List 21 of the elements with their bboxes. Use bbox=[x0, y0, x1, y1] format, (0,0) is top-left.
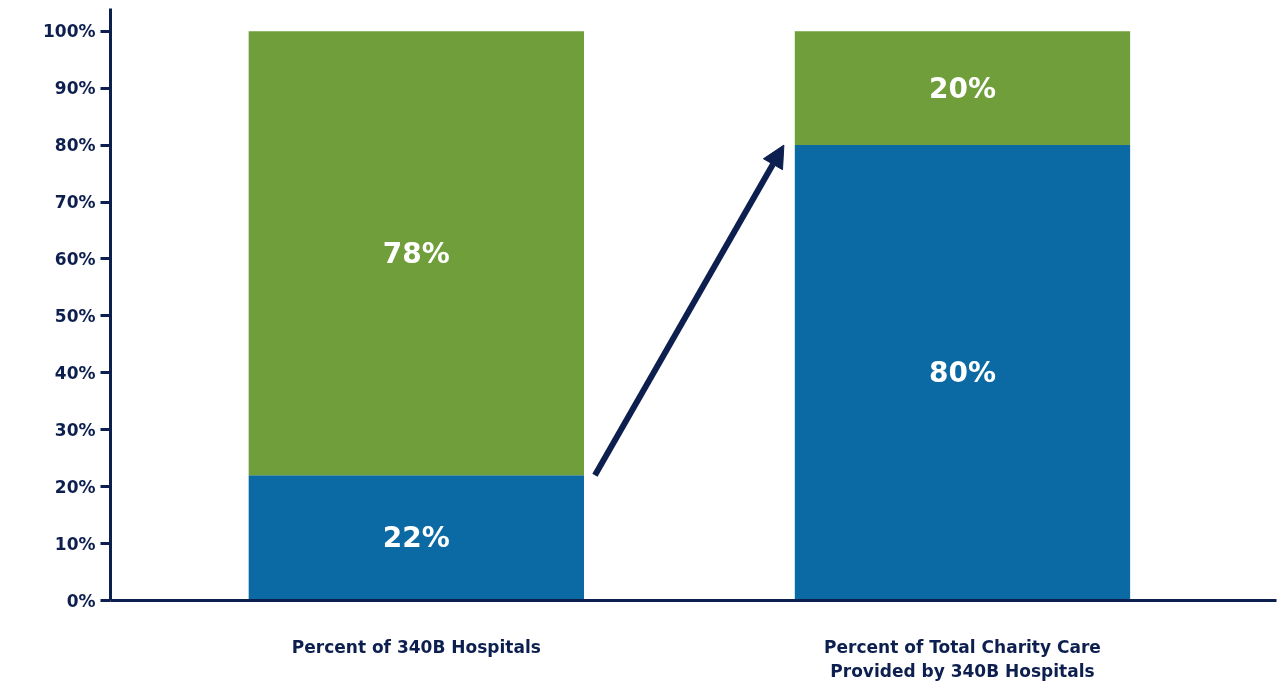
x-tick-label: Percent of Total Charity Care Provided by 340B Hospitals bbox=[824, 636, 1101, 681]
y-tick-label: 50% bbox=[54, 305, 96, 326]
data-label: 78% bbox=[382, 236, 450, 270]
y-tick-label: 20% bbox=[54, 476, 96, 497]
y-tick-label: 70% bbox=[54, 192, 96, 213]
data-label: 80% bbox=[928, 356, 996, 390]
y-tick-label: 80% bbox=[54, 135, 96, 156]
y-tick-label: 90% bbox=[54, 78, 96, 99]
y-tick-label: 40% bbox=[54, 362, 96, 383]
bar bbox=[794, 145, 1131, 601]
data-label: 20% bbox=[928, 71, 996, 105]
data-label: 22% bbox=[382, 521, 450, 555]
bar bbox=[248, 31, 584, 476]
bar bbox=[794, 31, 1131, 146]
y-tick-label: 30% bbox=[54, 419, 96, 440]
y-tick-label: 10% bbox=[54, 533, 96, 554]
bar bbox=[248, 475, 584, 601]
y-tick-label: 100% bbox=[42, 21, 96, 42]
x-tick-label: Percent of 340B Hospitals bbox=[291, 636, 541, 657]
y-tick-label: 0% bbox=[66, 590, 96, 611]
y-tick-label: 60% bbox=[54, 248, 96, 269]
